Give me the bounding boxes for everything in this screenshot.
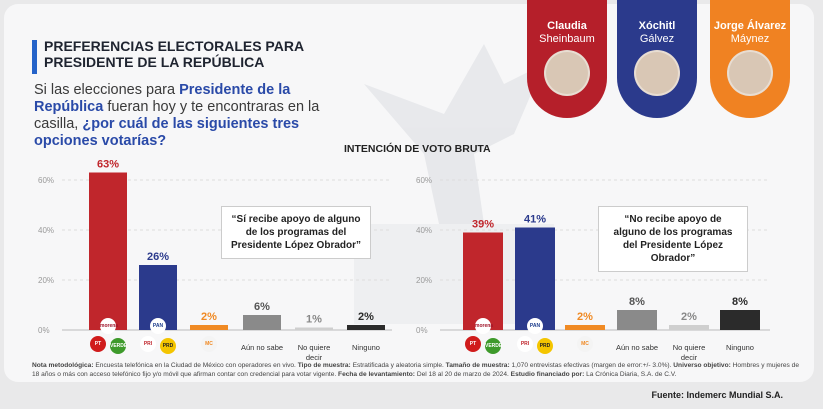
mc-logo-icon: MC (201, 336, 217, 352)
bar (190, 325, 228, 330)
data-label: 6% (254, 301, 270, 313)
morena-logo-icon: morena (475, 318, 493, 334)
chart-1-title: “Sí recibe apoyo de alguno de los progra… (221, 206, 371, 259)
data-label: 1% (306, 314, 322, 326)
note-label: Estudio financiado por: (510, 370, 585, 378)
candidate-last-name: Máynez (730, 33, 770, 45)
y-tick-label: 60% (38, 176, 54, 185)
bar (617, 310, 657, 330)
verde-logo-icon: VERDE (110, 338, 127, 354)
candidate-first-name: Claudia (547, 20, 587, 32)
pri-logo-icon: PRI (140, 336, 156, 352)
survey-question: Si las elecciones para Presidente de la … (34, 82, 354, 150)
note-label: Fecha de levantamiento: (338, 370, 415, 378)
pan-logo-icon: PAN (527, 318, 543, 334)
candidate-first-name: Jorge Álvarez (713, 20, 787, 32)
prd-logo-icon: PRD (537, 338, 553, 354)
data-label: 26% (147, 251, 169, 263)
note-label: Tipo de muestra: (297, 362, 351, 369)
methodology-note: Nota metodológica: Encuesta telefónica e… (32, 362, 802, 379)
bar (720, 310, 760, 330)
bar (565, 325, 605, 330)
title-accent-bar (32, 40, 37, 74)
pt-logo-icon: PT (90, 336, 106, 352)
candidate-card-maynez: Jorge Álvarez Máynez (710, 0, 790, 118)
source-credit: Fuente: Indemerc Mundial S.A. (651, 390, 783, 400)
x-tick-label: decir (306, 353, 323, 362)
candidate-card-galvez: Xóchitl Gálvez (617, 0, 697, 118)
x-tick-label: No quiere (673, 343, 706, 352)
note-text: Hombres y mujeres de 18 años o más con a… (32, 362, 799, 378)
candidate-photo (634, 50, 680, 96)
data-label: 63% (97, 159, 119, 171)
note-label: Nota metodológica: (32, 362, 94, 369)
data-label: 2% (577, 311, 593, 323)
x-tick-label: Ninguno (352, 343, 380, 352)
y-tick-label: 0% (38, 326, 50, 335)
y-tick-label: 20% (416, 276, 432, 285)
chart-2-title: “No recibe apoyo de alguno de los progra… (598, 206, 748, 272)
candidate-first-name: Xóchitl (638, 20, 676, 32)
data-label: 2% (201, 311, 217, 323)
data-label: 2% (358, 311, 374, 323)
y-tick-label: 60% (416, 176, 432, 185)
mc-logo-icon: MC (577, 336, 593, 352)
morena-logo-icon: morena (100, 318, 118, 334)
note-text: La Crónica Diaria, S.A. de C.V. (584, 370, 677, 378)
y-tick-label: 40% (416, 226, 432, 235)
x-tick-label: Ninguno (726, 343, 754, 352)
verde-logo-icon: VERDE (485, 338, 502, 354)
bar (669, 325, 709, 330)
pan-logo-icon: PAN (150, 318, 166, 334)
bar (295, 327, 333, 330)
prd-logo-icon: PRD (160, 338, 176, 354)
data-label: 8% (629, 296, 645, 308)
bar (463, 232, 503, 330)
candidate-photo (544, 50, 590, 96)
note-text: Del 18 al 20 de marzo de 2024. (415, 370, 511, 378)
data-label: 2% (681, 311, 697, 323)
bar (243, 315, 281, 330)
question-highlight-1: Presidente de la República (34, 82, 291, 115)
question-highlight-2: ¿por cuál de las siguientes tres opcione… (34, 116, 300, 149)
bar (515, 227, 555, 330)
question-text-1: Si las elecciones para (34, 82, 180, 98)
note-text: Encuesta telefónica en la Ciudad de Méxi… (93, 362, 298, 369)
y-tick-label: 0% (416, 326, 428, 335)
data-label: 8% (732, 296, 748, 308)
bar (347, 325, 385, 330)
candidate-photo (727, 50, 773, 96)
data-label: 41% (524, 214, 546, 226)
data-label: 39% (472, 219, 494, 231)
y-tick-label: 40% (38, 226, 54, 235)
chart-subtitle: INTENCIÓN DE VOTO BRUTA (344, 143, 491, 155)
bar (89, 172, 127, 330)
note-text: Estratificada y aleatoria simple. (350, 362, 446, 369)
note-label: Universo objetivo: (673, 362, 731, 369)
x-tick-label: Aún no sabe (241, 343, 283, 352)
y-tick-label: 20% (38, 276, 54, 285)
pri-logo-icon: PRI (517, 336, 533, 352)
x-tick-label: Aún no sabe (616, 343, 658, 352)
x-tick-label: decir (681, 353, 698, 362)
candidate-last-name: Sheinbaum (539, 33, 595, 45)
note-text: 1,070 entrevistas efectivas (margen de e… (509, 362, 674, 369)
candidate-card-sheinbaum: Claudia Sheinbaum (527, 0, 607, 118)
pt-logo-icon: PT (465, 336, 481, 352)
note-label: Tamaño de muestra: (445, 362, 510, 369)
x-tick-label: No quiere (298, 343, 331, 352)
page-title: PREFERENCIAS ELECTORALES PARA PRESIDENTE… (44, 38, 304, 70)
question-text-2: fueran hoy y te encontraras en la casill… (34, 99, 320, 132)
candidate-last-name: Gálvez (639, 33, 675, 45)
